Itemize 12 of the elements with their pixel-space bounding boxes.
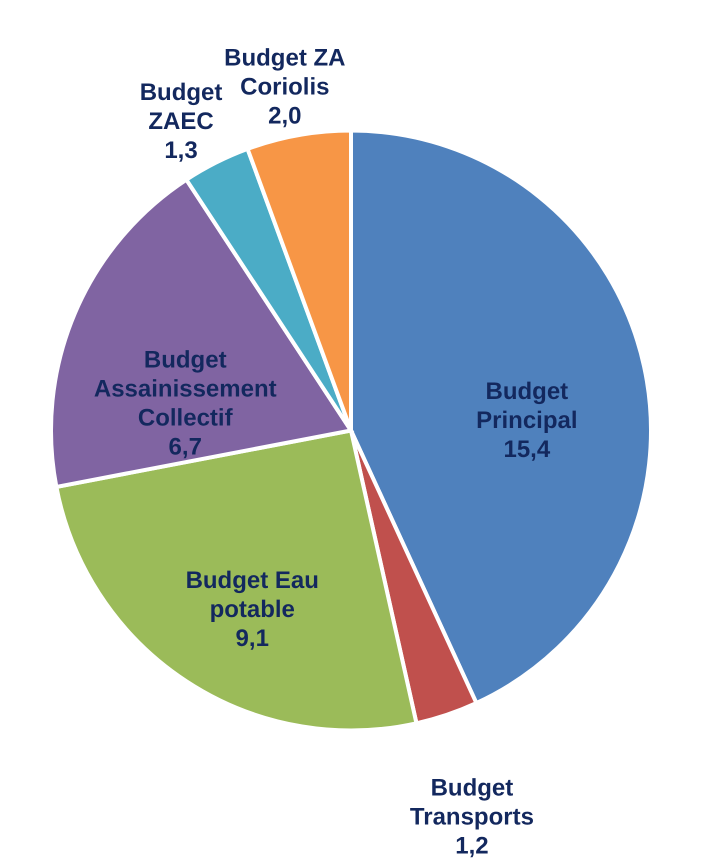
data-label: 15,4	[503, 436, 551, 463]
slice-label: Budget Assainissement Collectif	[94, 346, 277, 432]
data-label: 9,1	[236, 624, 269, 652]
slice-label: Budget Eau potable	[186, 566, 319, 623]
data-label: 1,2	[455, 832, 489, 860]
slice-label: Budget ZAEC	[140, 78, 222, 135]
data-label: 6,7	[168, 433, 202, 460]
slice-label: Budget Principal	[476, 378, 578, 434]
data-label: 1,3	[164, 136, 198, 164]
data-label: 2,0	[268, 102, 302, 130]
slice-label: Budget Transports	[410, 774, 534, 831]
slice-label: Budget ZA Coriolis	[224, 44, 346, 100]
